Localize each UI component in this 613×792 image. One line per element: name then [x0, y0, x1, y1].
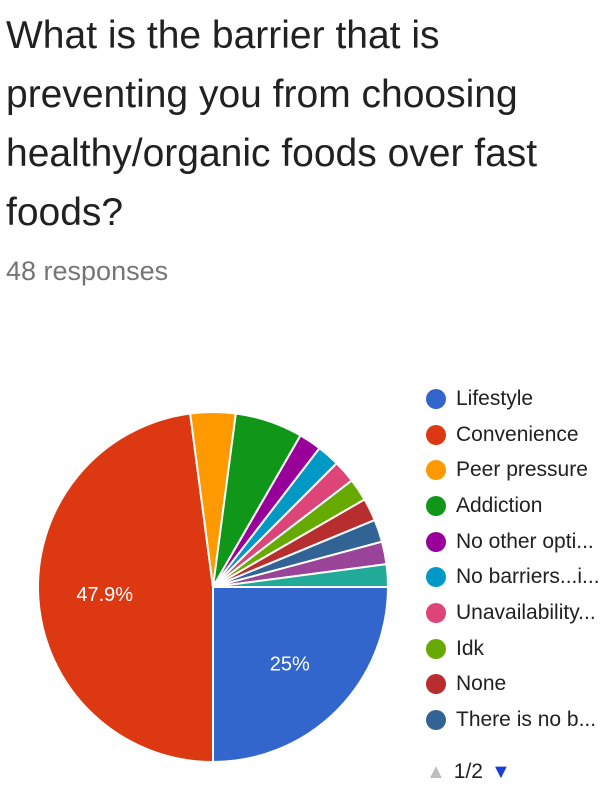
legend-item: Lifestyle	[426, 381, 600, 417]
legend-swatch	[426, 638, 446, 659]
legend-swatch	[426, 460, 446, 481]
legend-swatch	[426, 388, 446, 409]
legend-item: Unavailability...	[426, 595, 600, 631]
pie-slice-lifestyle	[212, 586, 390, 764]
legend-swatch	[426, 674, 446, 695]
legend-item: No barriers...i...	[426, 559, 600, 595]
legend-label: There is no b...	[456, 708, 597, 732]
legend-page-indicator: 1/2	[453, 760, 483, 783]
legend-item: Convenience	[426, 417, 600, 453]
legend-label: Idk	[456, 636, 485, 660]
legend-swatch	[426, 531, 446, 552]
legend-label: Lifestyle	[456, 386, 534, 410]
legend-item: None	[426, 667, 600, 703]
legend-pager: ▲ 1/2 ▼	[426, 760, 511, 784]
legend-label: Unavailability...	[456, 600, 596, 624]
legend-label: No barriers...i...	[456, 565, 600, 589]
legend-item: Peer pressure	[426, 452, 600, 488]
chart-legend: Lifestyle Convenience Peer pressure Addicti…	[426, 381, 600, 738]
legend-item: There is no b...	[426, 702, 600, 738]
pie-data-label: 25%	[270, 654, 310, 676]
legend-swatch	[426, 567, 446, 588]
legend-label: Addiction	[456, 493, 543, 517]
legend-swatch	[426, 710, 446, 731]
pie-data-label: 47.9%	[76, 584, 133, 606]
legend-label: None	[456, 672, 507, 696]
legend-label: Peer pressure	[456, 458, 588, 482]
pie-slice-convenience	[37, 412, 214, 764]
legend-item: No other opti...	[426, 524, 600, 560]
triangle-up-icon[interactable]: ▲	[426, 760, 446, 783]
question-title: What is the barrier that is preventing y…	[6, 14, 538, 234]
triangle-down-icon[interactable]: ▼	[491, 760, 511, 783]
legend-swatch	[426, 424, 446, 445]
response-count: 48 responses	[6, 256, 169, 286]
legend-label: Convenience	[456, 422, 579, 446]
legend-item: Idk	[426, 631, 600, 667]
legend-swatch	[426, 602, 446, 623]
legend-swatch	[426, 495, 446, 516]
pie-slice-unlabeled-11	[212, 563, 390, 588]
legend-label: No other opti...	[456, 529, 594, 553]
legend-item: Addiction	[426, 488, 600, 524]
